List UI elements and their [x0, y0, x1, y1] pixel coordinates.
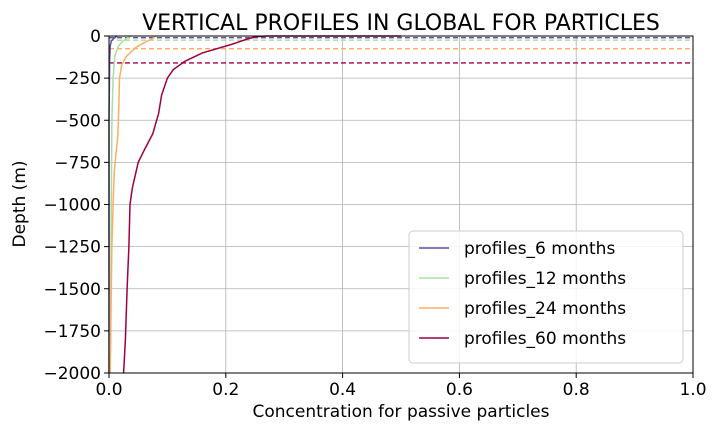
series-line — [109, 35, 132, 374]
y-axis-label: Depth (m) — [10, 160, 30, 247]
series-line — [122, 35, 401, 374]
x-tick-label: 0.6 — [446, 380, 473, 400]
y-tick-label: −1250 — [43, 238, 101, 258]
x-axis-label: Concentration for passive particles — [253, 402, 550, 422]
x-tick-label: 0.8 — [563, 380, 590, 400]
legend-box — [408, 230, 684, 364]
x-tick-label: 1.0 — [679, 380, 706, 400]
legend-label: profiles_60 months — [464, 329, 626, 349]
y-tick-label: −1500 — [43, 280, 101, 300]
x-tick-label: 0.4 — [329, 380, 356, 400]
y-tick-label: −2000 — [43, 364, 101, 384]
ticks: 0.0 0.2 0.4 0.6 0.8 1.0 0 −250 −500 −750 −1000 −125… — [43, 27, 706, 400]
y-tick-label: 0 — [90, 27, 101, 47]
x-tick-label: 0.0 — [95, 380, 122, 400]
series-line — [109, 35, 157, 374]
y-tick-label: −1000 — [43, 196, 101, 216]
legend-label: profiles_12 months — [464, 269, 626, 289]
x-tick-label: 0.2 — [212, 380, 239, 400]
y-tick-label: −500 — [54, 111, 101, 131]
y-tick-label: −750 — [54, 153, 101, 173]
legend-label: profiles_24 months — [464, 299, 626, 319]
y-tick-label: −250 — [54, 69, 101, 89]
legend-label: profiles_6 months — [464, 239, 615, 259]
chart-title: VERTICAL PROFILES IN GLOBAL FOR PARTICLE… — [142, 11, 660, 36]
series-layer — [108, 35, 693, 374]
y-tick-label: −1750 — [43, 322, 101, 342]
legend: profiles_6 months profiles_12 months profi… — [408, 230, 684, 364]
